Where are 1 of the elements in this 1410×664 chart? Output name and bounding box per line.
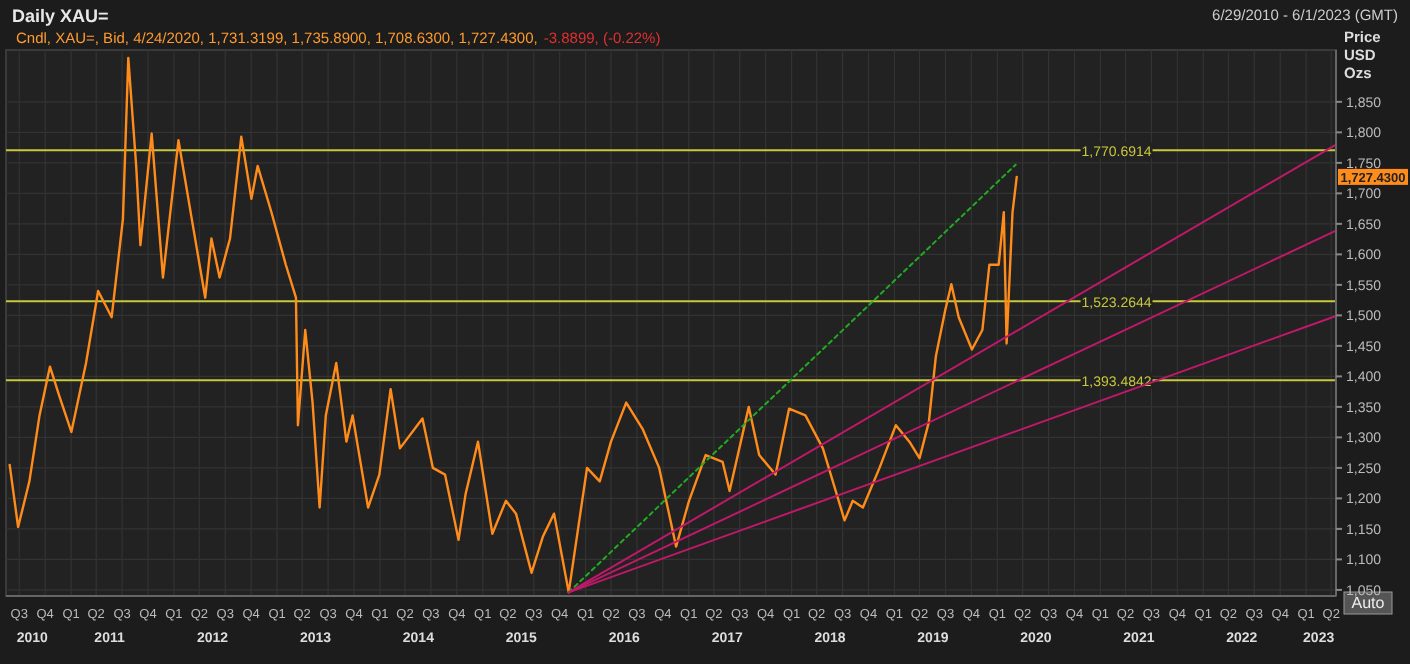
chart-title: Daily XAU= xyxy=(12,6,109,26)
